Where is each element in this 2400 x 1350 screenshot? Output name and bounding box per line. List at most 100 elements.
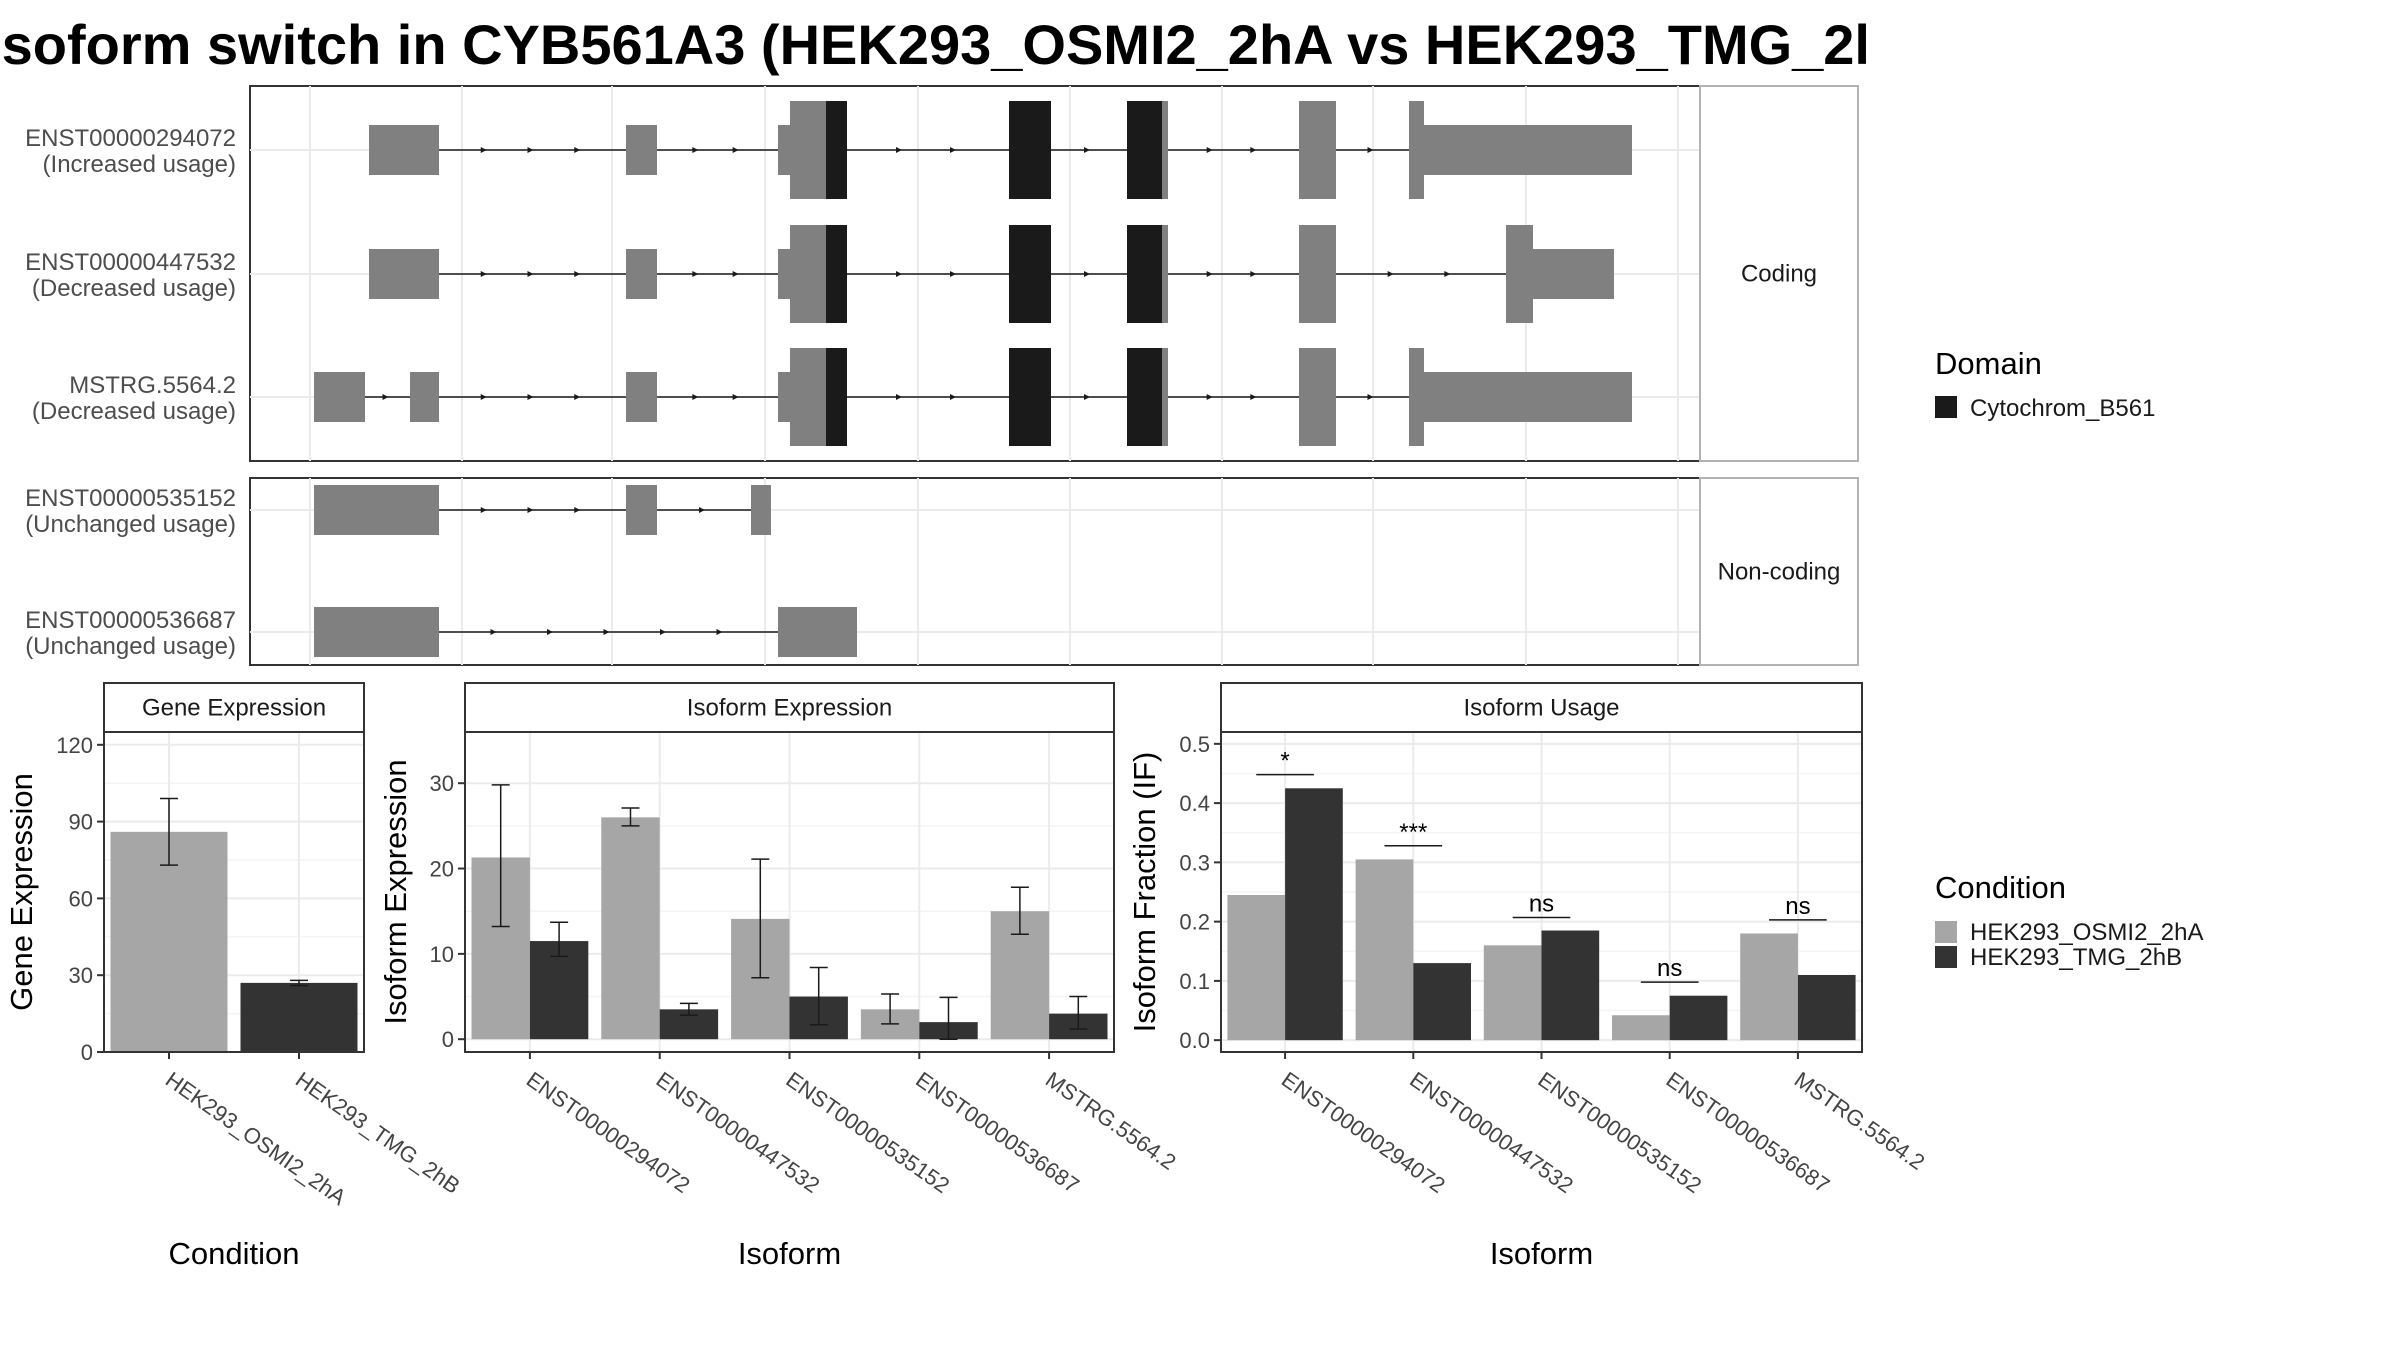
exon <box>1409 348 1424 446</box>
exon <box>790 225 826 323</box>
exon <box>751 485 771 535</box>
significance-label: * <box>1280 748 1289 775</box>
intron-direction-arrow <box>527 507 534 513</box>
exon <box>778 125 790 175</box>
domain-exon <box>826 225 847 323</box>
y-tick-label: 0.3 <box>1179 850 1210 875</box>
y-tick-label: 0 <box>442 1027 454 1052</box>
condition-legend-title: Condition <box>1935 870 2066 905</box>
intron-direction-arrow <box>896 394 902 400</box>
intron-direction-arrow <box>480 507 487 513</box>
bar <box>1669 995 1728 1041</box>
exon <box>1424 125 1632 175</box>
exon <box>1409 101 1424 199</box>
transcript-id-label: ENST00000294072 <box>25 125 236 152</box>
plot-title: e isoform switch in CYB561A3 (HEK293_OSM… <box>0 10 1870 80</box>
exon <box>314 607 439 657</box>
intron-direction-arrow <box>1084 394 1090 400</box>
intron-direction-arrow <box>950 271 956 277</box>
intron-direction-arrow <box>527 394 534 400</box>
intron-direction-arrow <box>692 147 699 153</box>
bar <box>1612 1015 1670 1041</box>
chart-strip <box>103 682 365 733</box>
facet-strip-label: Non-coding <box>1718 559 1841 586</box>
bar <box>240 982 358 1052</box>
intron-direction-arrow <box>382 394 389 400</box>
intron-direction-arrow <box>732 147 739 153</box>
x-tick-label: MSTRG.5564.2 <box>1041 1067 1181 1175</box>
exon <box>1162 348 1168 446</box>
transcript-id-label: ENST00000535152 <box>25 485 236 512</box>
intron-direction-arrow <box>547 629 553 635</box>
facet-strip <box>1699 477 1859 666</box>
exon <box>1299 101 1336 199</box>
bar <box>1285 788 1343 1041</box>
transcript-usage-label: (Unchanged usage) <box>25 633 236 660</box>
transcript-usage-label: (Decreased usage) <box>32 275 236 302</box>
intron-direction-arrow <box>1444 271 1451 277</box>
transcript-usage-label: (Unchanged usage) <box>25 511 236 538</box>
intron-direction-arrow <box>732 394 739 400</box>
condition-legend-label: HEK293_OSMI2_2hA <box>1970 919 2203 946</box>
intron-direction-arrow <box>574 507 581 513</box>
y-tick-label: 0.0 <box>1179 1028 1210 1053</box>
chart-title: Isoform Expression <box>687 695 892 722</box>
x-axis-title: Condition <box>169 1236 300 1271</box>
exon <box>1424 372 1632 422</box>
intron-direction-arrow <box>480 147 487 153</box>
bar <box>529 941 589 1040</box>
domain-exon <box>826 101 847 199</box>
intron-direction-arrow <box>480 271 487 277</box>
domain-exon <box>1127 348 1162 446</box>
chart-title: Isoform Usage <box>1463 695 1619 722</box>
transcript-usage-label: (Increased usage) <box>43 151 236 178</box>
y-axis-title: Isoform Expression <box>378 759 413 1024</box>
y-tick-label: 30 <box>430 771 454 796</box>
exon <box>314 485 439 535</box>
significance-label: ns <box>1529 890 1554 917</box>
bar <box>1413 963 1471 1041</box>
transcript-usage-label: (Decreased usage) <box>32 398 236 425</box>
isoform-structure-panel: Coding ENST00000294072(Increased usage) EN… <box>25 85 1859 666</box>
y-axis-title: Gene Expression <box>4 773 39 1011</box>
exon <box>1533 249 1614 299</box>
chart-title: Gene Expression <box>142 695 326 722</box>
bar <box>1483 945 1542 1041</box>
bar <box>1797 974 1856 1041</box>
intron-direction-arrow <box>1084 147 1090 153</box>
exon <box>778 372 790 422</box>
exon <box>410 372 439 422</box>
significance-label: ns <box>1657 955 1682 982</box>
domain-exon <box>1009 101 1051 199</box>
intron-direction-arrow <box>574 394 581 400</box>
intron-direction-arrow <box>574 147 581 153</box>
isoform-usage-chart: Isoform Usage****nsnsns0.00.10.20.30.40.… <box>1127 682 1930 1271</box>
intron-direction-arrow <box>660 629 666 635</box>
y-tick-label: 20 <box>430 857 454 882</box>
exon <box>369 125 439 175</box>
exon <box>1162 101 1168 199</box>
y-tick-label: 0.1 <box>1179 969 1210 994</box>
exon <box>1299 348 1336 446</box>
intron-direction-arrow <box>732 271 739 277</box>
y-tick-label: 120 <box>56 733 93 758</box>
intron-direction-arrow <box>603 629 610 635</box>
domain-exon <box>1127 225 1162 323</box>
structure-panel-box <box>249 477 1701 666</box>
domain-exon <box>1127 101 1162 199</box>
exon <box>369 249 439 299</box>
intron-direction-arrow <box>1206 271 1213 277</box>
intron-direction-arrow <box>490 629 497 635</box>
facet-strip <box>1699 85 1859 462</box>
intron-direction-arrow <box>1367 147 1374 153</box>
y-tick-label: 0.5 <box>1179 732 1210 757</box>
intron-direction-arrow <box>896 271 902 277</box>
x-tick-label: MSTRG.5564.2 <box>1790 1067 1930 1175</box>
y-tick-label: 60 <box>69 886 93 911</box>
intron-direction-arrow <box>1250 271 1257 277</box>
domain-legend-swatch <box>1935 396 1957 418</box>
bar <box>1541 930 1600 1041</box>
domain-legend-label: Cytochrom_B561 <box>1970 395 2155 422</box>
intron-direction-arrow <box>480 394 487 400</box>
